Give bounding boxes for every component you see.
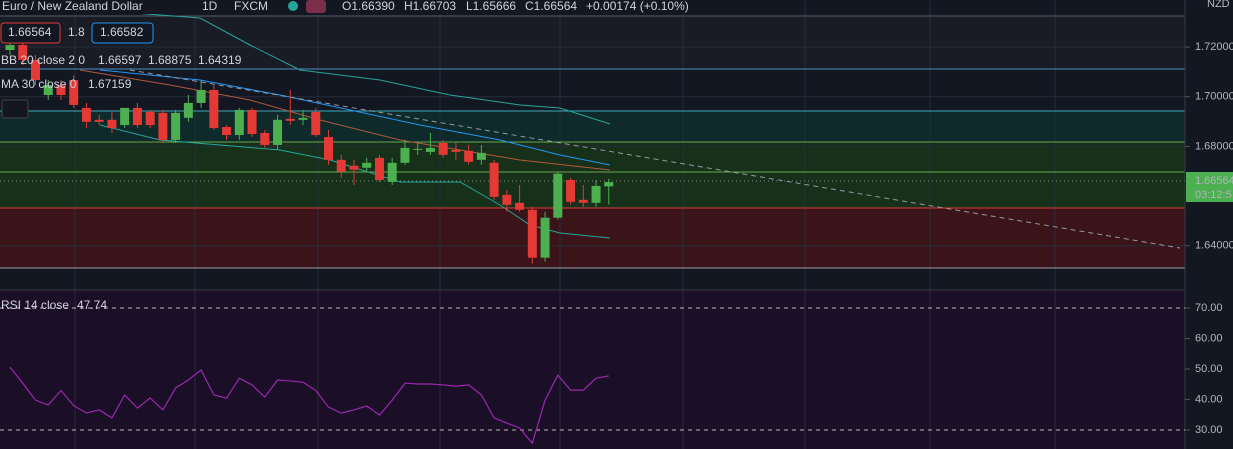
candle-body [145,111,155,126]
ohlc-low: L1.65666 [466,0,516,13]
y-tick-label: 50.00 [1195,363,1223,375]
candle-body [18,45,28,60]
bb-label: BB 20 close 2 0 [1,53,85,67]
candle-body [336,159,346,172]
rsi-value: 47.74 [77,298,107,312]
candle-body [107,119,117,129]
candle-body [298,117,308,120]
ohlc-high: H1.66703 [404,0,456,13]
bb-basis [79,69,611,171]
candle-body [374,157,384,180]
candle-body [578,199,588,203]
candle-body [502,194,512,205]
bb-value: 1.64319 [198,53,242,67]
candle-body [527,209,537,258]
source: FXCM [234,0,268,13]
y-tick-label: 30.00 [1195,424,1223,436]
ohlc-open: O1.66390 [342,0,395,13]
rsi-line [9,366,609,445]
candle-body [425,147,435,152]
y-tick-label: 1.68000 [1195,140,1233,152]
trend-line [129,69,1181,249]
status-dot [288,1,298,11]
interval: 1D [202,0,218,13]
candle-body [5,45,15,51]
candle-body [196,90,206,103]
ma-label: MA 30 close 0 [1,77,77,91]
symbol: Euro / New Zealand Dollar [2,0,143,13]
zone [0,16,1185,69]
ohlc-close: C1.66564 [525,0,577,13]
buy-button[interactable] [91,22,154,44]
candle-body [540,217,550,258]
candle-body [438,142,448,155]
zone [0,208,1185,268]
candle-body [476,152,486,160]
candle-body [515,202,525,210]
candle-body [222,127,232,135]
ohlc-change: +0.00174 (+0.10%) [586,0,689,13]
candle-body [566,179,576,202]
flag[interactable] [306,0,326,13]
spread: 1.8 [68,25,85,39]
header-bg [0,0,700,14]
buy-price: 1.66582 [100,25,144,39]
collapse-button[interactable] [1,99,29,119]
price-label: 1.66564 [1195,175,1233,187]
bb-value: 1.66597 [98,53,142,67]
bb-value: 1.68875 [148,53,192,67]
y-tick-label: 70.00 [1195,302,1223,314]
candle-body [413,148,423,150]
bb-upper [9,9,611,125]
ma-value: 1.67159 [88,77,132,91]
rsi-background [0,290,1185,449]
y-tick-label: 1.64000 [1195,240,1233,252]
candle-body [489,162,499,197]
candle-body [81,107,91,122]
candle-body [604,182,614,187]
candle-body [591,185,601,203]
levels [0,0,1186,449]
currency: NZD [1207,0,1230,10]
candle-body [400,147,410,163]
countdown: 03:12:5 [1195,189,1232,201]
bb-lower [99,124,611,239]
candle-body [247,109,257,134]
candle-body [209,90,219,129]
candle-body [132,107,142,126]
candle-body [311,111,321,135]
zone [0,111,1185,142]
candle-body [69,80,79,105]
candle-body [120,107,130,126]
candle-body [158,112,168,140]
price-label-bg [1186,172,1233,202]
candle-body [464,150,474,162]
y-tick-label: 1.72000 [1195,41,1233,53]
candle-body [349,165,359,170]
candle-body [43,85,53,95]
candle-body [553,173,563,218]
candle-body [362,162,372,168]
rsi-label: RSI 14 close [1,298,69,312]
candle-body [324,136,333,160]
candle-body [451,149,461,152]
candle-body [273,119,283,145]
candle-body [285,118,295,121]
candle-body [234,109,244,135]
y-tick-label: 60.00 [1195,332,1223,344]
y-tick-label: 40.00 [1195,393,1223,405]
candle-body [183,102,193,118]
ma [99,69,611,166]
y-tick-label: 1.70000 [1195,91,1233,103]
marks [5,40,614,445]
sell-button[interactable] [0,22,61,44]
candle-body [171,112,181,140]
sell-price: 1.66564 [8,25,52,39]
candle-body [260,132,270,145]
candle-body [56,85,66,95]
candle-body [94,119,104,122]
candle-body [30,59,40,81]
candle-body [387,162,397,182]
